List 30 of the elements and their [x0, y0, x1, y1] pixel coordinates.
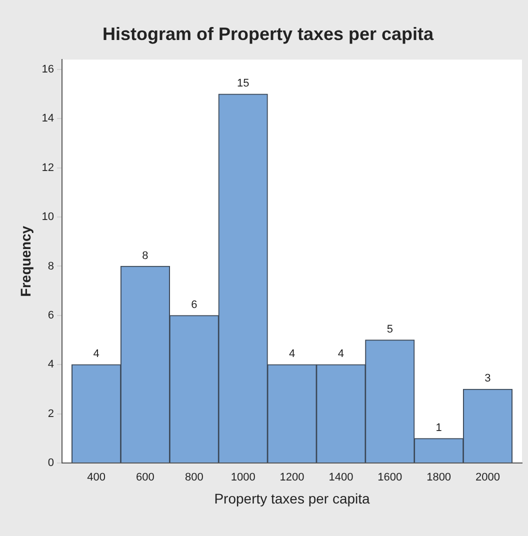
y-tick-label: 16 — [42, 63, 54, 76]
y-tick-label: 2 — [48, 408, 54, 420]
data-label: 4 — [338, 348, 344, 360]
y-tick-label: 6 — [48, 309, 54, 322]
y-tick-label: 14 — [42, 112, 54, 125]
data-label: 4 — [93, 348, 100, 360]
y-tick-label: 0 — [48, 457, 54, 470]
y-tick-label: 12 — [42, 162, 54, 174]
chart-title: Histogram of Property taxes per capita — [102, 24, 435, 44]
y-axis-title: Frequency — [17, 226, 34, 297]
data-label: 3 — [484, 372, 491, 385]
x-tick-label: 600 — [136, 472, 154, 484]
data-label: 5 — [386, 324, 393, 336]
x-tick-label: 1200 — [280, 472, 304, 484]
data-label: 4 — [288, 348, 296, 360]
x-tick-label: 1600 — [378, 472, 402, 484]
x-axis-title: Property taxes per capita — [214, 490, 370, 506]
x-tick-label: 1400 — [328, 472, 354, 484]
x-tick-label: 2000 — [476, 472, 500, 484]
data-label: 8 — [142, 250, 148, 262]
x-tick-label: 1000 — [230, 472, 256, 484]
y-tick-label: 10 — [42, 211, 54, 224]
data-label: 1 — [436, 422, 442, 434]
y-tick-label: 4 — [48, 358, 54, 371]
data-label: 6 — [191, 298, 198, 311]
y-tick-label: 8 — [48, 260, 54, 272]
x-tick-label: 400 — [87, 472, 106, 484]
x-tick-label: 1800 — [426, 472, 452, 484]
data-label: 15 — [236, 78, 250, 90]
x-tick-label: 800 — [184, 472, 204, 484]
